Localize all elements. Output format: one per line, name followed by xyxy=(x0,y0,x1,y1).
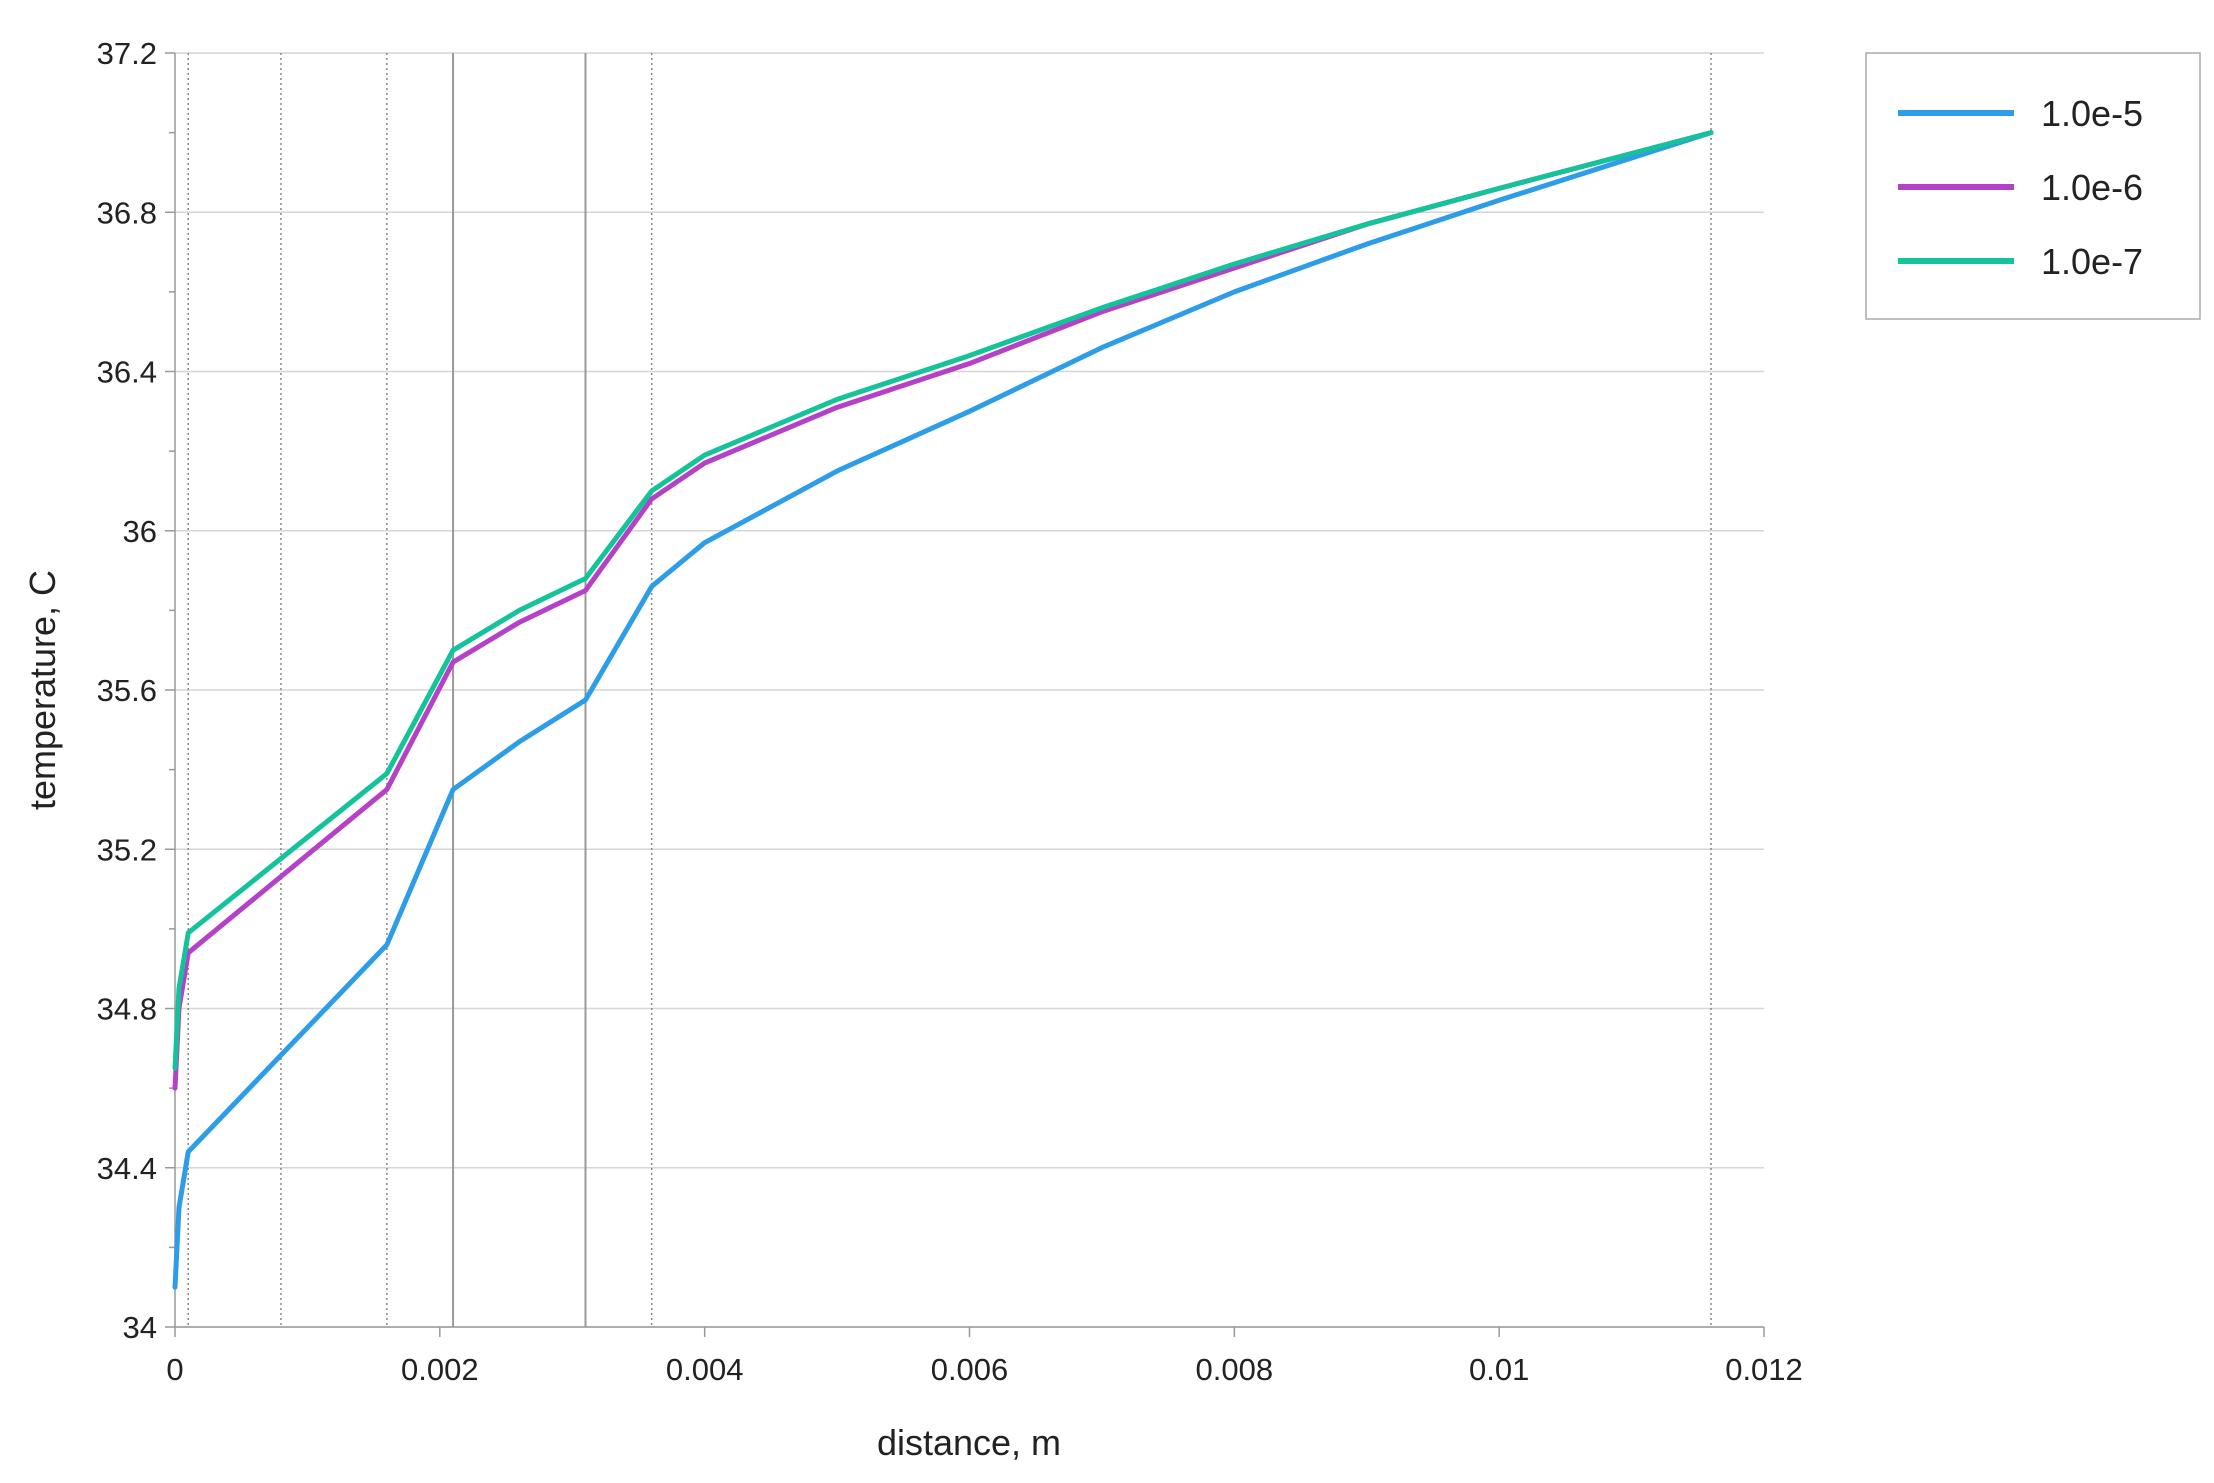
x-tick-label: 0.012 xyxy=(1725,1352,1803,1387)
y-tick-label: 35.2 xyxy=(97,832,157,867)
x-tick-label: 0 xyxy=(166,1352,183,1387)
series-line xyxy=(172,130,1714,1091)
y-tick-label: 35.6 xyxy=(97,673,157,708)
x-axis-title: distance, m xyxy=(877,1422,1061,1463)
y-tick-label: 36 xyxy=(123,514,157,549)
x-tick-label: 0.008 xyxy=(1196,1352,1274,1387)
legend-label: 1.0e-5 xyxy=(2041,93,2143,134)
y-axis-title: temperature, C xyxy=(22,570,63,810)
legend-label: 1.0e-7 xyxy=(2041,241,2143,282)
y-tick-label: 37.2 xyxy=(97,36,157,71)
x-tick-label: 0.004 xyxy=(666,1352,744,1387)
y-tick-label: 36.8 xyxy=(97,195,157,230)
x-tick-label: 0.006 xyxy=(931,1352,1009,1387)
y-tick-label: 34 xyxy=(123,1310,157,1345)
y-tick-label: 34.8 xyxy=(97,992,157,1027)
y-tick-label: 36.4 xyxy=(97,355,157,390)
series-line xyxy=(172,130,1714,1071)
x-tick-label: 0.01 xyxy=(1469,1352,1529,1387)
y-tick-label: 34.4 xyxy=(97,1151,157,1186)
x-tick-label: 0.002 xyxy=(401,1352,479,1387)
legend-label: 1.0e-6 xyxy=(2041,167,2143,208)
series-line xyxy=(172,130,1714,1290)
